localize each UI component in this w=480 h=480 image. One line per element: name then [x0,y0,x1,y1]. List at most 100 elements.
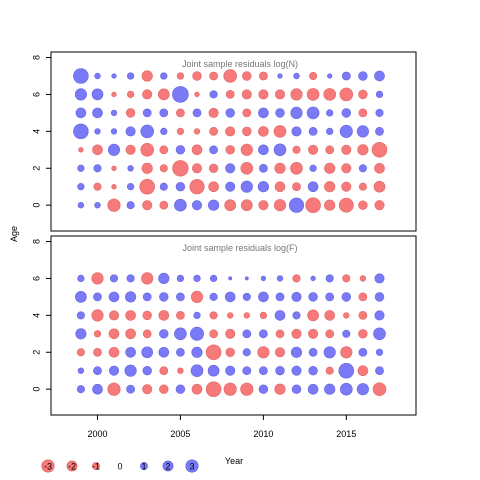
residual-bubble [93,330,102,338]
residual-bubble [258,291,269,303]
residual-bubble [288,197,305,213]
residual-bubble [257,181,269,193]
residual-bubble [141,70,153,82]
residual-bubble [125,291,137,303]
residual-bubble [358,89,368,100]
residual-bubble [292,311,301,320]
legend-label: 1 [141,462,146,472]
residual-bubble [240,382,254,396]
residual-bubble [91,309,104,322]
residual-bubble [325,292,335,302]
residual-bubble [242,108,252,118]
residual-bubble [358,292,368,302]
residual-bubble [209,126,218,136]
residual-bubble [225,328,236,339]
residual-bubble [374,162,385,174]
residual-bubble [208,163,219,174]
residual-bubble [341,292,352,302]
residual-bubble [358,108,368,118]
residual-bubble [341,144,352,155]
residual-bubble [305,197,321,213]
residual-bubble [209,90,218,99]
y-tick-label: 4 [31,129,41,134]
residual-bubble [258,144,269,156]
residual-bubble [176,127,185,136]
residual-bubble [77,274,85,283]
residual-bubble [126,274,135,283]
residual-bubble [241,89,252,100]
residual-bubble [307,383,319,395]
residual-bubble [110,109,118,117]
residual-bubble [191,163,203,174]
y-tick-label: 0 [31,203,41,208]
residual-bubble [94,128,101,135]
residual-bubble [291,384,302,394]
residual-bubble [338,362,355,379]
legend: -3 -2 -1 0 1 2 3 [41,459,199,473]
residual-bubble [192,108,202,118]
residual-bubble [325,329,335,339]
y-tick-label: 2 [31,166,41,171]
residual-bubble [159,108,169,118]
residual-bubble [225,163,236,174]
residual-bubble [126,183,135,191]
residual-bubble [125,126,136,137]
residual-bubble [209,329,218,339]
residual-bubble [325,145,335,155]
residual-bubble [338,197,354,213]
residual-bubble [191,383,203,395]
residual-bubble [177,367,184,374]
legend-label: 0 [117,462,122,472]
residual-bubble [258,200,269,211]
residual-bubble [175,347,185,357]
residual-bubble [108,365,120,376]
residual-bubble [309,164,317,172]
residual-bubble [275,365,285,376]
residual-bubble [225,365,236,376]
residual-bubble [290,346,303,358]
residual-bubble [125,346,136,358]
residual-bubble [93,182,102,191]
residual-bubble [308,328,319,339]
y-tick-label: 0 [31,387,41,392]
legend-bubble [185,459,199,473]
panel-f-bubbles [75,272,387,397]
residual-bubble [306,88,320,101]
residual-bubble [125,310,136,321]
residual-bubble [225,108,235,118]
legend-bubble [41,459,55,473]
residual-bubble [358,329,368,339]
residual-bubble [93,347,102,357]
residual-bubble [209,292,218,301]
residual-bubble [159,182,168,191]
residual-bubble [243,312,251,319]
residual-bubble [159,200,169,210]
residual-bubble [343,312,350,319]
residual-bubble [323,88,337,101]
legend-label: -1 [92,462,100,472]
residual-bubble [308,126,318,136]
residual-bubble [240,143,253,156]
residual-bubble [224,199,237,212]
legend-label: 2 [165,462,170,472]
legend-bubble [162,460,174,472]
residual-bubble [108,291,120,303]
residual-bubble [293,72,300,80]
residual-bubble [324,162,336,174]
residual-bubble [208,107,219,118]
residual-bubble [126,384,136,394]
residual-bubble [225,90,235,99]
x-axis: 2000 2005 2010 2015 [87,414,356,439]
residual-bubble [358,347,368,357]
residual-bubble [139,178,155,195]
panel-n-title: Joint sample residuals log(N) [182,59,298,69]
residual-bubble [292,182,301,192]
residual-bubble [140,143,154,157]
residual-bubble [341,108,352,118]
residual-bubble [190,364,204,378]
residual-bubble [93,292,102,302]
residual-bubble [274,347,286,358]
residual-bubble [375,108,384,117]
residual-bubble [142,292,152,302]
